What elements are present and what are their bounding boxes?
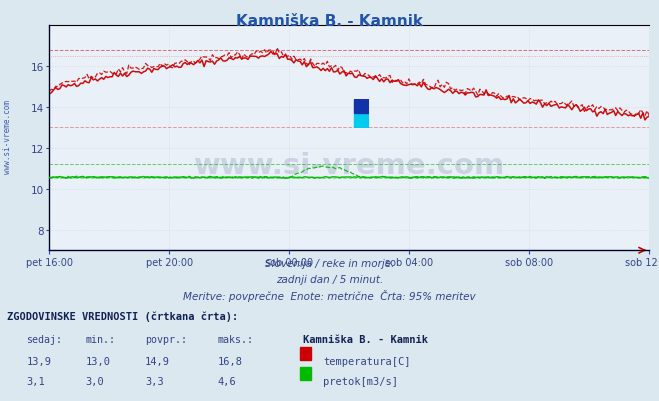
Text: 16,8: 16,8	[217, 356, 243, 366]
Text: Slovenija / reke in morje.: Slovenija / reke in morje.	[265, 259, 394, 269]
Text: zadnji dan / 5 minut.: zadnji dan / 5 minut.	[276, 274, 383, 284]
Text: ZGODOVINSKE VREDNOSTI (črtkana črta):: ZGODOVINSKE VREDNOSTI (črtkana črta):	[7, 311, 238, 321]
Bar	[354, 114, 369, 128]
Text: sedaj:: sedaj:	[26, 334, 63, 344]
Text: Meritve: povprečne  Enote: metrične  Črta: 95% meritev: Meritve: povprečne Enote: metrične Črta:…	[183, 289, 476, 301]
Text: 3,1: 3,1	[26, 376, 45, 386]
Text: Kamniška B. - Kamnik: Kamniška B. - Kamnik	[236, 14, 423, 29]
Text: Kamniška B. - Kamnik: Kamniška B. - Kamnik	[303, 334, 428, 344]
Bar	[354, 99, 369, 114]
Text: 3,0: 3,0	[86, 376, 104, 386]
Text: maks.:: maks.:	[217, 334, 254, 344]
Text: pretok[m3/s]: pretok[m3/s]	[323, 376, 398, 386]
Text: 3,3: 3,3	[145, 376, 163, 386]
Text: povpr.:: povpr.:	[145, 334, 187, 344]
Text: temperatura[C]: temperatura[C]	[323, 356, 411, 366]
Text: 13,9: 13,9	[26, 356, 51, 366]
Text: TRENUTNE VREDNOSTI (polna črta):: TRENUTNE VREDNOSTI (polna črta):	[7, 400, 206, 401]
Text: 4,6: 4,6	[217, 376, 236, 386]
Text: min.:: min.:	[86, 334, 116, 344]
Text: 13,0: 13,0	[86, 356, 111, 366]
Text: www.si-vreme.com: www.si-vreme.com	[194, 151, 505, 179]
Text: 14,9: 14,9	[145, 356, 170, 366]
Text: www.si-vreme.com: www.si-vreme.com	[3, 99, 13, 173]
